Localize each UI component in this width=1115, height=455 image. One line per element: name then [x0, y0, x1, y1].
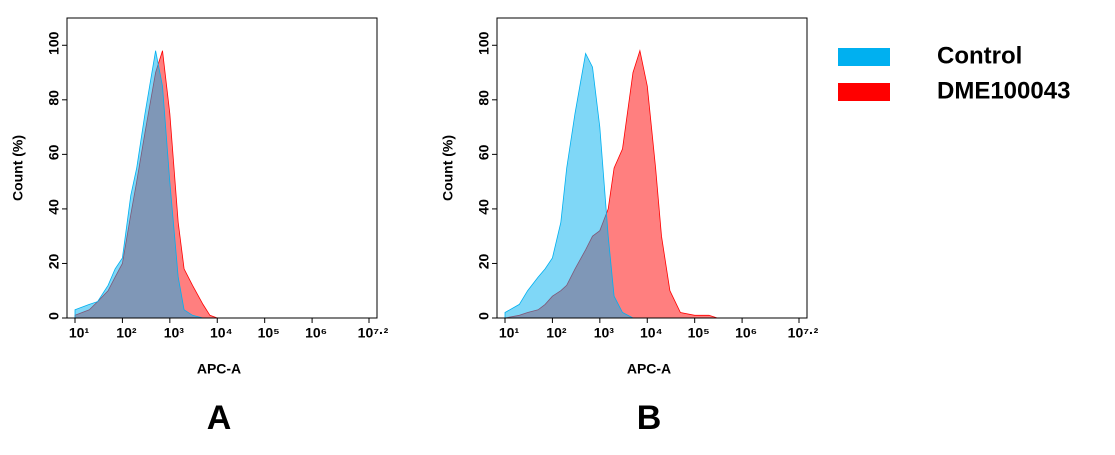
legend-swatch: [838, 83, 890, 101]
x-tick-label: 10⁴: [640, 325, 663, 341]
y-tick-label: 60: [46, 144, 62, 160]
x-tick-label: 10³: [594, 325, 615, 341]
panel-label: A: [207, 399, 232, 437]
y-tick-label: 80: [476, 90, 492, 106]
y-tick-label: 100: [476, 31, 492, 55]
y-tick-label: 80: [46, 90, 62, 106]
legend-label: DME100043: [937, 77, 1070, 104]
legend-label: Control: [937, 42, 1022, 69]
x-axis-label: APC-A: [197, 361, 241, 377]
x-tick-label: 10²: [116, 325, 137, 341]
y-tick-label: 0: [476, 312, 492, 320]
x-tick-label: 10⁷·²: [788, 325, 819, 341]
x-tick-label: 10⁷·²: [358, 325, 389, 341]
plot-frame: [496, 17, 808, 319]
x-tick-label: 10³: [164, 325, 185, 341]
y-axis-label: Count (%): [440, 135, 456, 201]
y-tick-label: 20: [46, 253, 62, 269]
x-tick-label: 10⁶: [735, 325, 757, 341]
y-tick-label: 100: [46, 31, 62, 55]
plot-frame: [66, 17, 378, 319]
y-tick-label: 40: [46, 199, 62, 215]
x-tick-label: 10⁶: [305, 325, 327, 341]
x-tick-label: 10¹: [499, 325, 520, 341]
histogram-area: [74, 50, 288, 319]
y-axis-label: Count (%): [10, 135, 26, 201]
x-tick-label: 10⁵: [688, 325, 710, 341]
x-tick-label: 10⁵: [258, 325, 280, 341]
y-tick-label: 0: [46, 312, 62, 320]
x-axis-label: APC-A: [627, 361, 671, 377]
x-tick-label: 10²: [546, 325, 567, 341]
y-tick-label: 40: [476, 199, 492, 215]
x-tick-label: 10⁴: [210, 325, 233, 341]
legend-swatch: [838, 48, 890, 66]
x-tick-label: 10¹: [69, 325, 90, 341]
y-tick-label: 20: [476, 253, 492, 269]
panel-label: B: [637, 399, 662, 437]
y-tick-label: 60: [476, 144, 492, 160]
